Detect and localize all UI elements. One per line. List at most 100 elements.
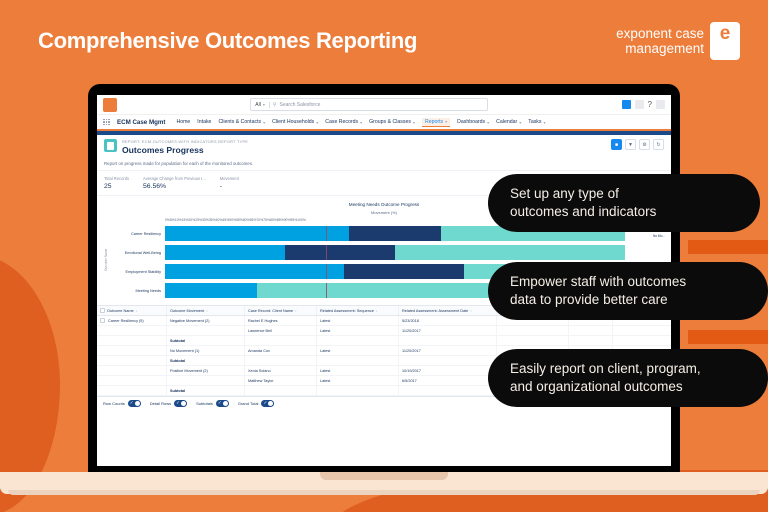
chart-legend-item[interactable]: No Mo...	[652, 233, 665, 238]
callout-line-2: data to provide better care	[510, 292, 668, 308]
table-cell-outcome	[97, 326, 167, 335]
search-scope-label: All	[255, 101, 261, 108]
favorites-icon[interactable]	[621, 100, 631, 109]
chart-x-axis-label: Movement (%)	[370, 210, 397, 215]
kpi-label: Movement	[219, 176, 239, 181]
chevron-down-icon: ▾	[445, 119, 448, 124]
chart-tick-label: 55%	[235, 218, 243, 222]
toggle-switch[interactable]	[215, 400, 229, 407]
search-scope-selector[interactable]: All ▾	[251, 101, 270, 108]
notifications-icon[interactable]	[656, 100, 665, 109]
nav-items: Home Intake Clients & Contacts ▾ Client H…	[176, 117, 546, 127]
chart-bar-track	[165, 245, 625, 260]
table-cell-movement: Positive Movement (2)	[167, 366, 245, 375]
toggle-switch[interactable]	[261, 400, 275, 407]
edit-button[interactable]: ■	[611, 139, 622, 150]
callout-line-2: and organizational outcomes	[510, 379, 683, 395]
nav-item-groups-classes[interactable]: Groups & Classes ▾	[369, 119, 415, 125]
row-checkbox[interactable]	[100, 318, 105, 323]
table-cell-extra	[569, 336, 613, 345]
kpi-value: -	[219, 183, 223, 190]
toggle-detail-rows[interactable]: Detail Rows	[149, 400, 188, 407]
toggle-switch[interactable]	[174, 400, 188, 407]
nav-label: Groups & Classes	[369, 119, 411, 125]
chevron-down-icon: ▾	[519, 119, 522, 125]
sort-arrow-icon[interactable]: ↕	[470, 308, 472, 313]
chart-reference-line	[326, 226, 327, 241]
table-cell-client	[245, 386, 317, 395]
toggle-subtotals[interactable]: Subtotals	[196, 400, 229, 407]
chart-tick-label: 15%	[181, 218, 189, 222]
table-column-header[interactable]: Outcome Movement ↕	[167, 306, 245, 315]
table-column-header[interactable]: Related Assessment: Sequence ↕	[317, 306, 399, 315]
topbar-icons: ?	[621, 100, 665, 109]
cell-text: Latest	[320, 368, 331, 373]
nav-item-client-households[interactable]: Client Households ▾	[272, 119, 318, 125]
table-column-label: Case Record: Client Name	[248, 308, 294, 313]
chart-bar-segment[interactable]	[349, 226, 441, 241]
chart-tick-label: 85%	[276, 218, 284, 222]
chart-tick-label: 0%	[165, 218, 170, 222]
nav-item-calendar[interactable]: Calendar ▾	[496, 119, 521, 125]
table-column-label: Outcome Name	[107, 308, 134, 313]
chart-bar-segment[interactable]	[165, 226, 349, 241]
select-all-checkbox[interactable]	[100, 308, 105, 313]
global-search-input[interactable]: All ▾ ⚲ Search Salesforce	[250, 98, 489, 111]
toggle-label: Subtotals	[196, 401, 213, 406]
setup-icon[interactable]	[634, 100, 644, 109]
table-column-header[interactable]: Related Assessment: Assessment Date ↕	[399, 306, 497, 315]
chevron-down-icon: ▾	[487, 119, 490, 125]
chart-tick-label: 90%	[283, 218, 291, 222]
toggle-grand-total[interactable]: Grand Total	[238, 400, 275, 407]
report-actions: ■ ▼ ⚙ ↻	[611, 139, 664, 150]
table-column-header[interactable]: Case Record: Client Name ↕	[245, 306, 317, 315]
subscribe-button[interactable]: ⚙	[639, 139, 650, 150]
chart-bar-segment[interactable]	[394, 245, 625, 260]
nav-item-home[interactable]: Home	[176, 119, 190, 125]
table-cell-change	[497, 316, 569, 325]
sort-arrow-icon[interactable]: ↕	[206, 308, 208, 313]
sort-arrow-icon[interactable]: ↕	[135, 308, 138, 313]
filter-button[interactable]: ▼	[625, 139, 636, 150]
cell-text: 11/20/2017	[402, 348, 421, 353]
app-launcher-icon[interactable]	[103, 118, 110, 126]
cell-text: Xenia Solano	[248, 368, 271, 373]
report-description: Report on progress made for population f…	[104, 161, 254, 166]
toggle-label: Detail Rows	[149, 401, 172, 406]
table-row[interactable]: Subtotal	[97, 336, 671, 346]
sort-arrow-icon[interactable]: ↕	[295, 308, 297, 313]
cell-text: Subtotal	[170, 338, 186, 343]
toggle-row-counts[interactable]: Row Counts	[103, 400, 141, 407]
kpi-value: 56.56%	[143, 183, 167, 190]
search-placeholder-text: Search Salesforce	[279, 101, 321, 108]
nav-item-case-records[interactable]: Case Records ▾	[325, 119, 362, 125]
table-cell-sequence: Latest	[317, 346, 399, 355]
chart-bar-segment[interactable]	[344, 264, 464, 279]
table-cell-date: 11/20/2017	[399, 326, 497, 335]
chart-bar-segment[interactable]	[165, 283, 257, 298]
chart-tick-label: 25%	[195, 218, 202, 222]
table-column-header[interactable]: Outcome Name ↕	[97, 306, 167, 315]
cell-text: Positive Movement (2)	[170, 368, 208, 373]
table-cell-client: Amanda Cox	[245, 346, 317, 355]
refresh-button[interactable]: ↻	[653, 139, 664, 150]
toggle-switch[interactable]	[127, 400, 141, 407]
chart-bar-segment[interactable]	[165, 264, 345, 279]
help-icon[interactable]: ?	[647, 100, 652, 109]
nav-item-tasks[interactable]: Tasks ▾	[528, 119, 545, 125]
sort-arrow-icon[interactable]: ↕	[375, 308, 378, 313]
callout-line-1: Easily report on client, program,	[510, 361, 701, 376]
nav-item-reports[interactable]: Reports ▾	[421, 117, 451, 127]
cell-text: 6/5/2017	[402, 378, 417, 383]
chart-bar-segment[interactable]	[165, 245, 285, 260]
chevron-down-icon: ▾	[263, 119, 266, 125]
cell-text: Latest	[320, 328, 331, 333]
chart-bar-segment[interactable]	[284, 245, 395, 260]
chart-tick-label: 65%	[249, 218, 257, 222]
table-row[interactable]: Lawrence Bell Latest 11/20/2017	[97, 326, 671, 336]
nav-item-dashboards[interactable]: Dashboards ▾	[457, 119, 489, 125]
table-row[interactable]: Career Resiliency (5) Negative Movement (…	[97, 316, 671, 326]
nav-item-intake[interactable]: Intake	[197, 119, 211, 125]
table-cell-sequence: Latest	[317, 316, 399, 325]
nav-item-clients-contacts[interactable]: Clients & Contacts ▾	[218, 119, 265, 125]
